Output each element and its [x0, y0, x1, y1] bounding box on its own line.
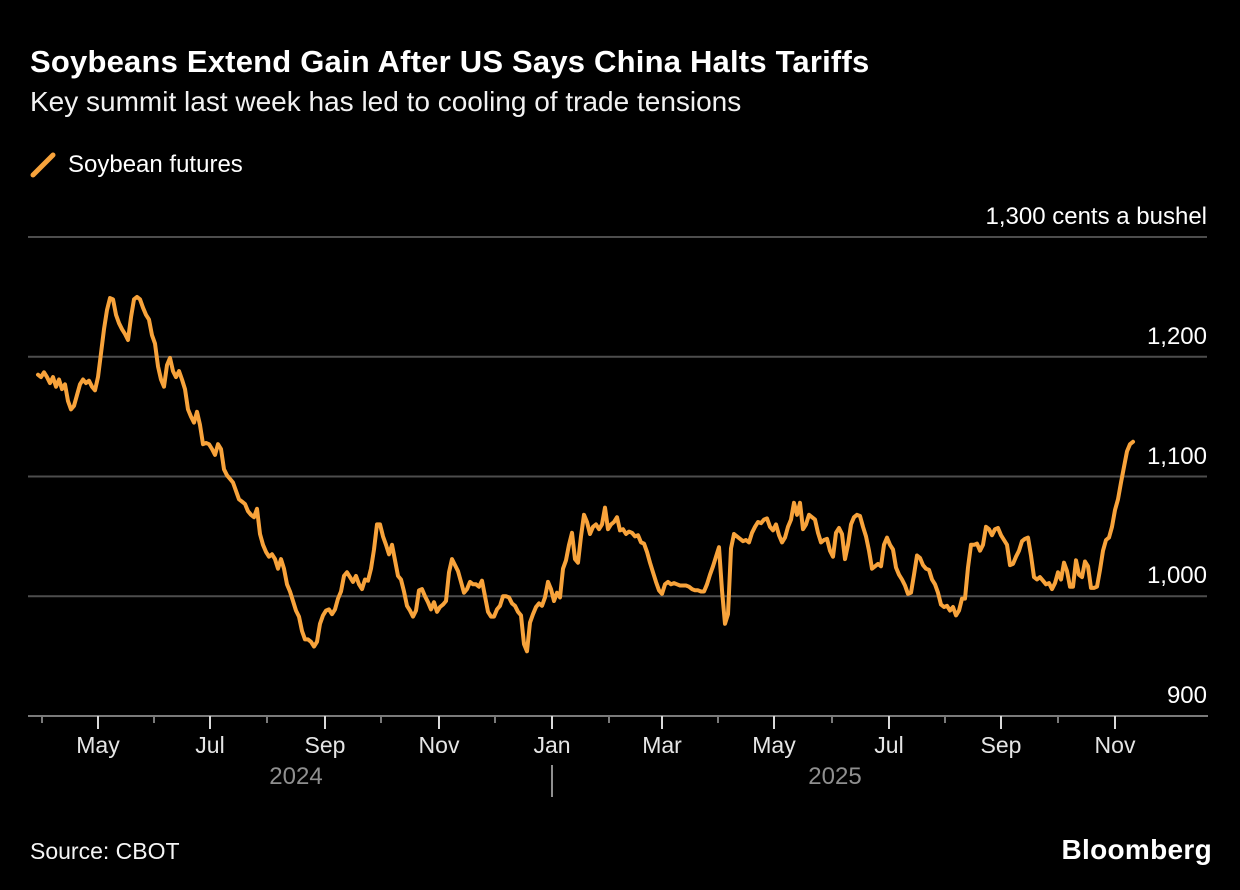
x-axis-label-sep: Sep — [304, 732, 346, 758]
x-axis-label-jul: Jul — [195, 732, 225, 758]
y-axis-label-1000: 1,000 — [1146, 562, 1207, 590]
bloomberg-logo: Bloomberg — [1061, 834, 1212, 865]
y-axis-label-900: 900 — [1166, 682, 1207, 709]
y-axis-label-1200: 1,200 — [1146, 322, 1207, 350]
x-axis-label-sep: Sep — [980, 732, 1022, 758]
y-axis-label-1100: 1,100 — [1146, 442, 1207, 470]
source-note: Source: CBOT — [30, 838, 180, 864]
x-axis-label-may: May — [76, 732, 120, 758]
year-label-2025: 2025 — [808, 763, 862, 790]
chart-title: Soybeans Extend Gain After US Says China… — [30, 44, 870, 79]
legend-line-mark-icon — [30, 152, 56, 178]
x-axis-label-jul: Jul — [874, 732, 904, 758]
x-axis-label-mar: Mar — [642, 732, 682, 758]
soybean-futures-line — [36, 294, 1135, 654]
year-separator-bar — [551, 765, 553, 797]
legend: Soybean futures — [30, 150, 243, 180]
year-label-2024: 2024 — [269, 763, 323, 790]
x-axis-label-may: May — [752, 732, 796, 758]
x-axis-label-nov: Nov — [1094, 732, 1136, 758]
y-axis-label-1300: 1,300 cents a bushel — [985, 203, 1208, 230]
x-axis-label-jan: Jan — [533, 732, 571, 758]
x-axis-label-nov: Nov — [418, 732, 460, 758]
legend-label: Soybean futures — [68, 151, 243, 178]
chart-subtitle: Key summit last week has led to cooling … — [30, 86, 742, 117]
